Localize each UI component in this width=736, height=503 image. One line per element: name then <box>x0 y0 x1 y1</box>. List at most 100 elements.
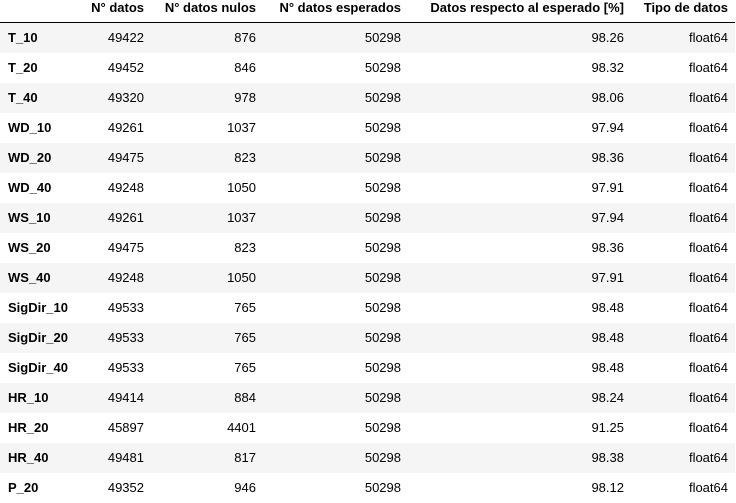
table-cell: float64 <box>688 330 728 345</box>
table-cell: 49422 <box>107 30 144 46</box>
table-cell: 50298 <box>364 180 401 195</box>
table-row: WD_40 49248 1050 50298 97.91 float64 <box>0 172 735 203</box>
table-cell: 98.38 <box>591 450 624 465</box>
row-label: SigDir_40 <box>8 360 68 375</box>
table-cell: 97.94 <box>591 210 624 225</box>
row-label: SigDir_20 <box>8 330 68 345</box>
table-cell: 846 <box>234 60 256 75</box>
table-cell: float64 <box>688 450 728 465</box>
table-cell: 50298 <box>364 480 401 495</box>
column-header-n-datos-nulos: N° datos nulos <box>151 0 263 23</box>
table-cell: 49414 <box>107 390 144 405</box>
table-cell: float64 <box>688 120 728 135</box>
row-label: WD_20 <box>8 150 52 165</box>
table-cell: 49452 <box>107 60 144 75</box>
row-label: P_20 <box>8 480 39 495</box>
table-cell: 98.48 <box>591 360 624 375</box>
table-cell: 49481 <box>107 450 144 465</box>
table-cell: 49261 <box>107 120 144 135</box>
table-cell: 765 <box>234 360 256 375</box>
table-cell: 49533 <box>107 300 144 315</box>
table-cell: float64 <box>688 210 728 225</box>
table-cell: 823 <box>234 150 256 165</box>
table-cell: 98.24 <box>591 390 624 405</box>
column-header-n-datos: N° datos <box>79 0 151 23</box>
table-cell: 50298 <box>364 300 401 315</box>
table-cell: 49352 <box>107 480 144 495</box>
header-row: N° datos N° datos nulos N° datos esperad… <box>0 0 735 23</box>
table-cell: 4401 <box>227 420 256 435</box>
table-cell: float64 <box>688 420 728 435</box>
table-cell: 50298 <box>364 60 401 75</box>
index-header <box>0 0 79 23</box>
table-cell: float64 <box>688 90 728 105</box>
row-label: SigDir_10 <box>8 300 68 315</box>
table-row: P_20 49352 946 50298 98.12 float64 <box>0 472 735 503</box>
table-cell: 50298 <box>364 150 401 165</box>
row-label: T_20 <box>8 60 38 75</box>
table-cell: 50298 <box>364 90 401 105</box>
table-cell: float64 <box>688 390 728 405</box>
table-row: WS_10 49261 1037 50298 97.94 float64 <box>0 202 735 233</box>
table-cell: 98.06 <box>591 90 624 105</box>
table-cell: 49475 <box>107 150 144 165</box>
row-label: WD_10 <box>8 120 52 135</box>
table-cell: 50298 <box>364 390 401 405</box>
table-cell: 50298 <box>364 360 401 375</box>
table-row: T_40 49320 978 50298 98.06 float64 <box>0 82 735 113</box>
table-cell: 1037 <box>227 210 256 225</box>
table-cell: 765 <box>234 330 256 345</box>
table-row: SigDir_20 49533 765 50298 98.48 float64 <box>0 322 735 353</box>
row-label: WS_10 <box>8 210 51 225</box>
table-cell: 978 <box>234 90 256 105</box>
row-label: T_10 <box>8 30 38 46</box>
table-cell: 946 <box>234 480 256 495</box>
table-row: WD_10 49261 1037 50298 97.94 float64 <box>0 112 735 143</box>
table-cell: 98.32 <box>591 60 624 75</box>
table-cell: 49533 <box>107 330 144 345</box>
row-label: HR_10 <box>8 390 49 405</box>
table-row: SigDir_10 49533 765 50298 98.48 float64 <box>0 292 735 323</box>
table-cell: float64 <box>688 180 728 195</box>
table-row: WS_40 49248 1050 50298 97.91 float64 <box>0 262 735 293</box>
table-cell: 1050 <box>227 180 256 195</box>
table-cell: 49248 <box>107 270 144 285</box>
table-cell: 97.91 <box>591 270 624 285</box>
row-label: HR_20 <box>8 420 49 435</box>
row-label: WS_20 <box>8 240 51 255</box>
table-row: HR_20 45897 4401 50298 91.25 float64 <box>0 412 735 443</box>
row-label: WS_40 <box>8 270 51 285</box>
table-cell: 50298 <box>364 120 401 135</box>
table-body: T_10 49422 876 50298 98.26 float64 T_20 49452 84… <box>0 22 735 503</box>
table-cell: 1037 <box>227 120 256 135</box>
table-cell: 823 <box>234 240 256 255</box>
table-cell: 49533 <box>107 360 144 375</box>
row-label: T_40 <box>8 90 38 105</box>
table-cell: 876 <box>234 30 256 46</box>
table-cell: 45897 <box>107 420 144 435</box>
table-cell: 98.48 <box>591 330 624 345</box>
table-row: T_10 49422 876 50298 98.26 float64 <box>0 22 735 53</box>
table-cell: 1050 <box>227 270 256 285</box>
table-cell: 91.25 <box>591 420 624 435</box>
table-row: SigDir_40 49533 765 50298 98.48 float64 <box>0 352 735 383</box>
table-cell: 817 <box>234 450 256 465</box>
table-cell: float64 <box>688 480 728 495</box>
table-cell: float64 <box>688 360 728 375</box>
table-cell: float64 <box>688 30 728 46</box>
table-cell: 49320 <box>107 90 144 105</box>
table-cell: 50298 <box>364 420 401 435</box>
table-cell: 98.36 <box>591 150 624 165</box>
row-label: HR_40 <box>8 450 49 465</box>
table-cell: 50298 <box>364 270 401 285</box>
column-header-tipo-de-datos: Tipo de datos <box>631 0 735 23</box>
row-label: WD_40 <box>8 180 52 195</box>
table-cell: 98.36 <box>591 240 624 255</box>
table-cell: float64 <box>688 240 728 255</box>
table-cell: float64 <box>688 300 728 315</box>
table-cell: 98.48 <box>591 300 624 315</box>
table-cell: 50298 <box>364 210 401 225</box>
table-row: HR_40 49481 817 50298 98.38 float64 <box>0 442 735 473</box>
table-cell: 97.94 <box>591 120 624 135</box>
